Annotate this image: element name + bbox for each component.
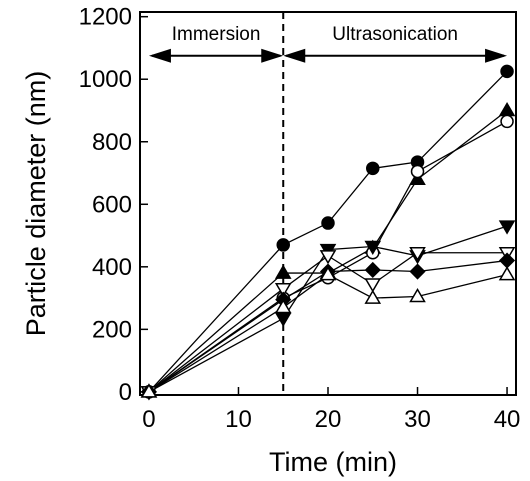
y-tick-label: 600 (92, 191, 132, 218)
data-point-s7-1 (274, 298, 292, 314)
data-point-s5-1 (274, 282, 292, 298)
series-line-3 (148, 120, 508, 393)
series-line-7 (148, 273, 508, 393)
x-tick-label: 30 (404, 406, 431, 433)
y-tick-label: 200 (92, 316, 132, 343)
data-point-s6-5 (498, 252, 516, 269)
data-point-s7-5 (498, 266, 516, 281)
data-point-s2-4 (409, 170, 426, 186)
series-line-2 (148, 109, 508, 393)
x-tick-label: 40 (494, 406, 521, 433)
data-point-s1-3 (366, 161, 380, 176)
data-point-s5-4 (409, 246, 426, 262)
immersion-arrow-head-left (148, 48, 171, 63)
data-point-s5-2 (319, 250, 337, 265)
data-point-s7-0 (140, 383, 158, 398)
y-tick-label: 400 (92, 254, 132, 281)
y-tick-label: 1200 (79, 4, 132, 31)
y-axis-title: Particle diameter (nm) (21, 71, 51, 337)
series-line-4 (148, 225, 508, 393)
data-point-s4-5 (498, 220, 516, 235)
x-tick-label: 20 (315, 406, 342, 433)
data-point-s7-4 (409, 288, 426, 303)
x-axis-title: Time (min) (269, 447, 397, 477)
immersion-arrow-head-right (261, 48, 284, 63)
data-point-s7-3 (364, 289, 382, 304)
data-point-s3-5 (500, 114, 514, 129)
data-point-s2-1 (274, 264, 292, 279)
data-point-s7-2 (319, 266, 337, 281)
x-tick-label: 10 (225, 406, 252, 433)
series-line-1 (148, 70, 508, 393)
data-point-s6-4 (409, 263, 426, 280)
y-tick-label: 0 (119, 379, 132, 406)
data-point-s6-3 (364, 261, 381, 278)
immersion-label: Immersion (172, 24, 261, 45)
y-tick-label: 1000 (79, 66, 132, 93)
series-line-6 (148, 259, 508, 393)
ultrasonication-label: Ultrasonication (332, 24, 458, 45)
data-point-s1-5 (500, 64, 514, 79)
data-point-s1-1 (276, 238, 290, 252)
data-point-s4-3 (364, 240, 382, 255)
data-point-s4-1 (274, 312, 292, 327)
series-line-5 (148, 252, 508, 393)
x-tick-label: 0 (142, 406, 155, 433)
ultrasonication-arrow-head-left (283, 48, 306, 63)
data-point-s3-4 (410, 164, 425, 179)
data-point-s5-3 (364, 278, 382, 293)
data-point-s2-5 (498, 101, 516, 117)
y-tick-label: 800 (92, 129, 132, 156)
plot-frame (139, 11, 517, 396)
data-point-s1-2 (321, 216, 335, 230)
ultrasonication-arrow-head-right (485, 48, 508, 63)
